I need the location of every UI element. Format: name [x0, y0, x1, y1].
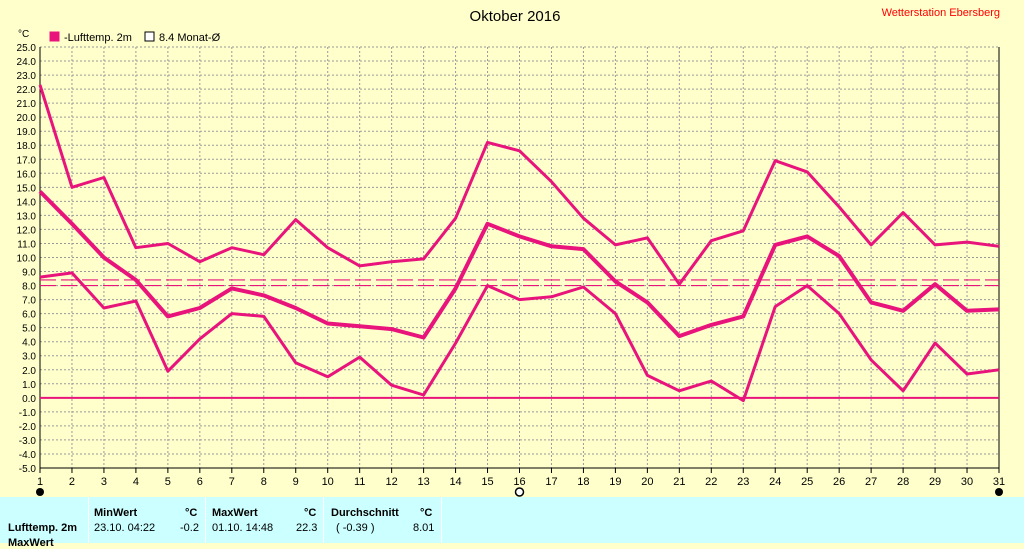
x-tick-label: 6 [197, 476, 203, 488]
x-tick-label: 9 [293, 476, 299, 488]
x-tick-label: 26 [833, 476, 845, 488]
y-tick-label: 15.0 [17, 183, 37, 194]
y-tick-label: 6.0 [22, 310, 36, 321]
avg-note: ( -0.39 ) [336, 522, 375, 534]
day-marker [36, 488, 44, 496]
series-line-min [39, 271, 1000, 403]
x-tick-label: 31 [993, 476, 1005, 488]
stats-label-cell: Lufttemp. 2m MaxWert [0, 497, 89, 549]
x-tick-label: 29 [929, 476, 941, 488]
today-marker [514, 487, 525, 497]
y-tick-label: 4.0 [22, 338, 36, 349]
x-tick-label: 22 [705, 476, 717, 488]
y-tick-label: 12.0 [17, 225, 37, 236]
stats-min-cell: MinWert °C 23.10. 04:22 -0.2 [89, 497, 206, 543]
stats-row-label: Lufttemp. 2m [8, 522, 78, 534]
y-tick-label: 22.0 [17, 85, 37, 96]
avg-header: Durchschnitt [331, 507, 399, 519]
x-tick-label: 17 [545, 476, 557, 488]
legend-swatch [49, 31, 60, 42]
y-tick-label: 0.0 [22, 394, 36, 405]
x-tick-label: 27 [865, 476, 877, 488]
y-axis-unit: °C [18, 29, 29, 40]
y-tick-label: 3.0 [22, 352, 36, 363]
min-value: -0.2 [180, 522, 199, 534]
avg-unit: °C [420, 507, 433, 519]
x-tick-label: 4 [133, 476, 139, 488]
x-tick-label: 20 [641, 476, 653, 488]
stats-row-label-2: MaxWert [8, 537, 54, 549]
y-tick-label: 9.0 [22, 268, 36, 279]
x-tick-label: 23 [737, 476, 749, 488]
min-header: MinWert [94, 507, 138, 519]
y-tick-label: 25.0 [17, 43, 37, 54]
y-tick-label: 24.0 [17, 57, 37, 68]
x-tick-label: 14 [449, 476, 461, 488]
x-tick-label: 16 [513, 476, 525, 488]
y-tick-label: 23.0 [17, 71, 37, 82]
y-tick-label: 16.0 [17, 169, 37, 180]
y-tick-label: -3.0 [19, 436, 37, 447]
x-tick-label: 25 [801, 476, 813, 488]
y-tick-label: -5.0 [19, 464, 37, 475]
y-tick-label: 2.0 [22, 366, 36, 377]
x-tick-label: 13 [417, 476, 429, 488]
chart-title: Oktober 2016 [470, 8, 561, 25]
y-tick-label: -4.0 [19, 450, 37, 461]
y-tick-label: 18.0 [17, 141, 37, 152]
y-tick-label: 10.0 [17, 254, 37, 265]
min-unit: °C [185, 507, 198, 519]
temperature-chart: -5.0 -4.0 -3.0 -2.0 -1.0 0.0 1.0 2.0 3.0 4.0 5.0 6.… [17, 8, 1005, 497]
x-tick-label: 12 [386, 476, 398, 488]
max-date: 01.10. 14:48 [212, 522, 274, 534]
y-tick-label: 21.0 [17, 99, 37, 110]
legend-label: 8.4 Monat-Ø [159, 32, 221, 44]
x-tick-label: 1 [37, 476, 43, 488]
y-tick-label: 5.0 [22, 324, 36, 335]
series-line-mean [38, 190, 1000, 340]
x-tick-label: 3 [101, 476, 107, 488]
x-tick-label: 15 [481, 476, 493, 488]
x-tick-label: 11 [354, 476, 365, 488]
y-tick-label: 8.0 [22, 282, 36, 293]
x-tick-label: 19 [609, 476, 621, 488]
y-tick-label: 20.0 [17, 113, 37, 124]
x-tick-label: 30 [961, 476, 973, 488]
x-tick-label: 28 [897, 476, 909, 488]
min-date: 23.10. 04:22 [94, 522, 156, 534]
station-credit: Wetterstation Ebersberg [881, 7, 1000, 19]
x-tick-label: 5 [165, 476, 171, 488]
y-tick-label: 1.0 [22, 380, 36, 391]
x-tick-label: 18 [577, 476, 589, 488]
y-tick-label: 19.0 [17, 127, 37, 138]
x-tick-label: 24 [769, 476, 781, 488]
legend-swatch [144, 31, 155, 42]
max-unit: °C [304, 507, 317, 519]
y-tick-label: 11.0 [17, 239, 36, 250]
y-tick-label: 14.0 [17, 197, 37, 208]
legend-label: -Lufttemp. 2m [64, 32, 132, 44]
x-tick-label: 10 [322, 476, 334, 488]
y-tick-label: -2.0 [19, 422, 37, 433]
y-tick-label: 7.0 [22, 296, 36, 307]
day-marker [995, 488, 1003, 496]
stats-avg-cell: Durchschnitt °C ( -0.39 ) 8.01 [324, 497, 442, 543]
avg-value: 8.01 [413, 522, 435, 534]
x-tick-label: 21 [673, 476, 685, 488]
y-tick-label: 17.0 [17, 155, 37, 166]
max-header: MaxWert [212, 507, 258, 519]
y-tick-label: 13.0 [17, 211, 37, 222]
stats-max-cell: MaxWert °C 01.10. 14:48 22.3 [206, 497, 324, 543]
series-line-max [38, 84, 1000, 286]
x-tick-label: 7 [229, 476, 235, 488]
x-tick-label: 2 [69, 476, 75, 488]
max-value: 22.3 [296, 522, 318, 534]
x-tick-label: 8 [261, 476, 267, 488]
y-tick-label: -1.0 [19, 408, 37, 419]
stats-panel: Lufttemp. 2m MaxWert MinWert °C 23.10. 0… [0, 497, 1024, 549]
